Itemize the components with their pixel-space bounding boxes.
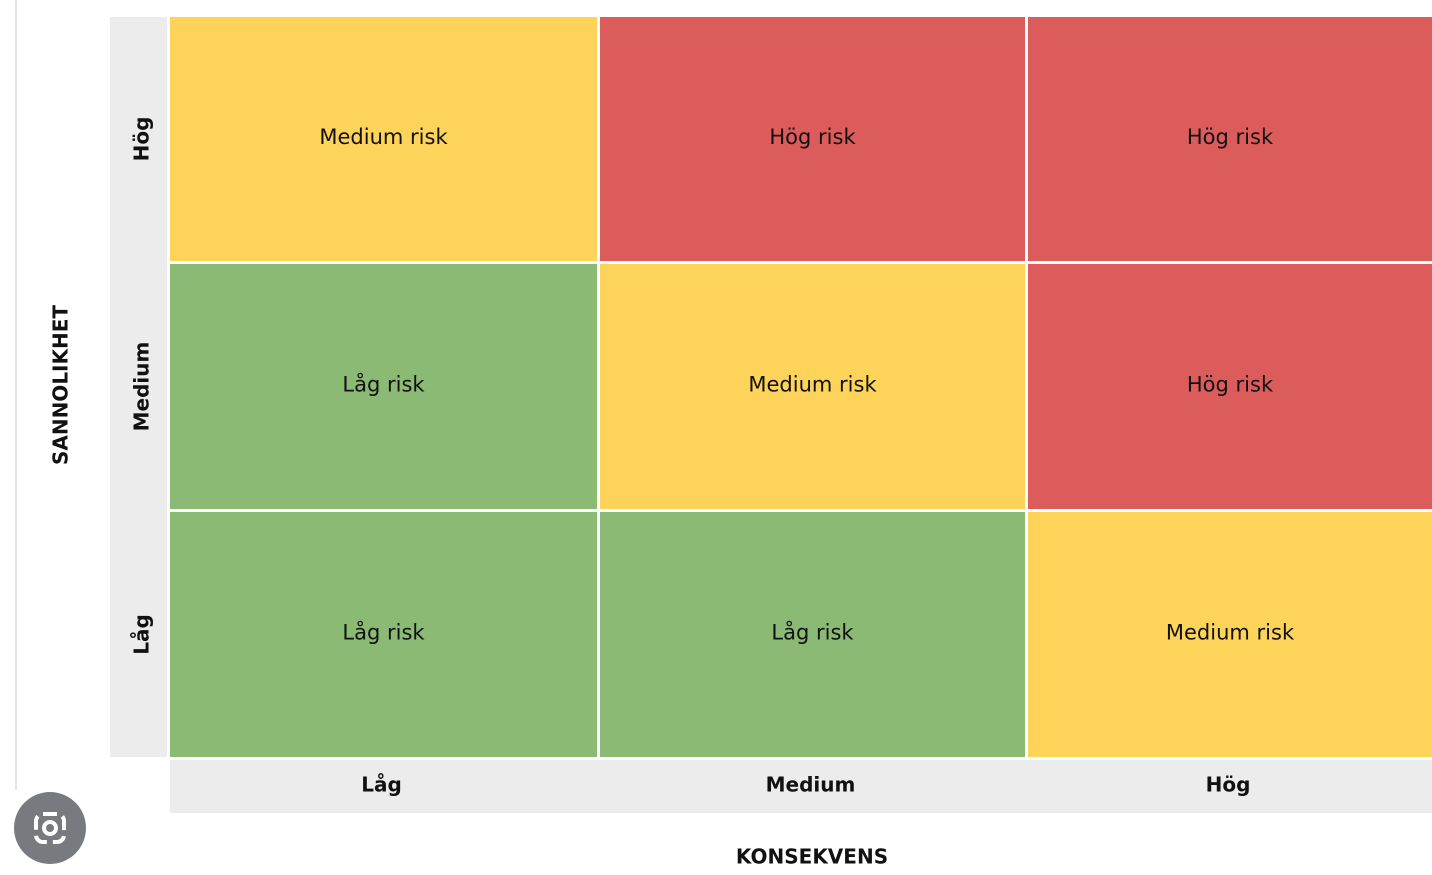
x-axis-label: KONSEKVENS: [736, 845, 888, 869]
cell-label: Låg risk: [342, 372, 425, 397]
column-label: Låg: [361, 773, 402, 797]
risk-cell: [170, 17, 597, 261]
risk-cell: [170, 512, 597, 757]
cell-label: Medium risk: [748, 373, 877, 397]
row-label-band: [110, 17, 167, 757]
row-label: Låg: [130, 614, 154, 655]
cell-label: Medium risk: [319, 125, 448, 149]
lens-dot[interactable]: [42, 820, 58, 836]
row-label: Hög: [130, 117, 154, 162]
cell-label: Låg risk: [342, 620, 425, 645]
risk-cell: [1028, 264, 1432, 509]
risk-cell: [1028, 512, 1432, 757]
row-label: Medium: [130, 342, 154, 432]
lens-button[interactable]: [14, 792, 86, 864]
column-label: Medium: [766, 773, 856, 797]
cell-label: Hög risk: [1187, 373, 1274, 397]
risk-cell: [600, 264, 1025, 509]
column-label-band: [170, 760, 1432, 813]
cell-label: Låg risk: [771, 620, 854, 645]
risk-cell: [600, 512, 1025, 757]
risk-cell: [1028, 17, 1432, 261]
risk-cell: [600, 17, 1025, 261]
y-axis-label: SANNOLIKHET: [49, 305, 73, 465]
column-label: Hög: [1206, 773, 1251, 797]
cell-label: Hög risk: [1187, 125, 1274, 149]
risk-cell: [170, 264, 597, 509]
cell-label: Hög risk: [769, 125, 856, 149]
lens-circle[interactable]: [14, 792, 86, 864]
cell-label: Medium risk: [1166, 621, 1295, 645]
lens-frame[interactable]: [34, 812, 66, 844]
